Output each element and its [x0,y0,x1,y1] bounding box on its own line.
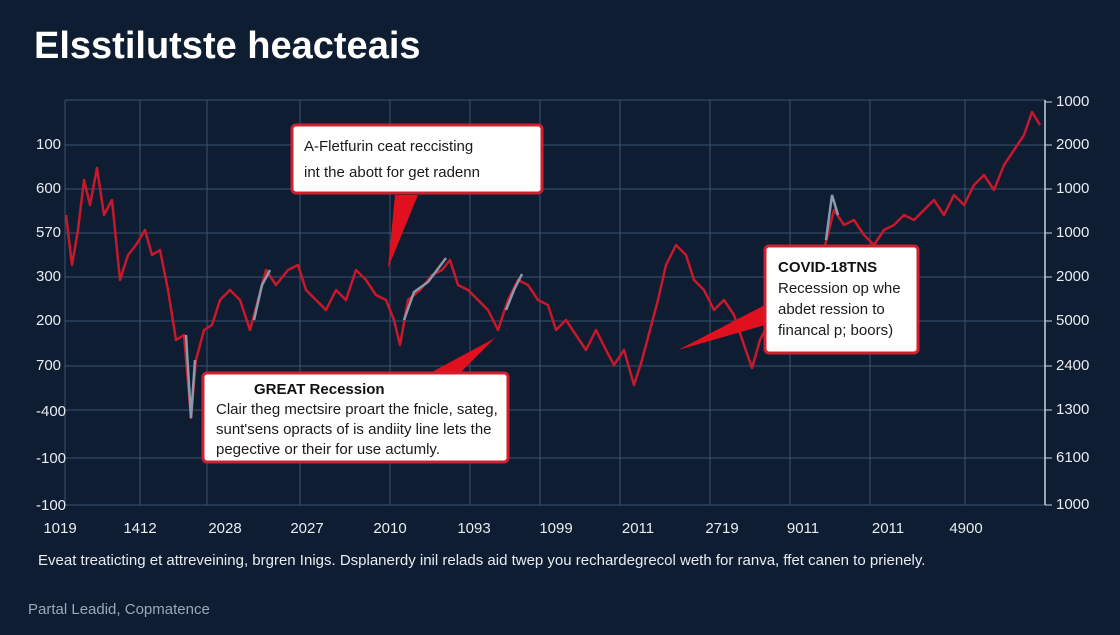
x-axis-label: 2011 [622,520,654,537]
annotation-text: financal p; boors) [778,322,893,339]
y-axis-label: 570 [36,224,61,241]
x-axis-label: 2719 [705,520,738,537]
annotation-text: Recession op whe [778,280,901,297]
grey-line [504,273,524,311]
x-axis-label: 1019 [43,520,76,537]
callout-arrow [678,305,765,350]
x-axis-label: 2010 [373,520,406,537]
y-axis-label: 100 [36,136,61,153]
grey-line [252,269,272,321]
annotation-text: sunt'sens opracts of is andiity line let… [216,421,492,438]
grey-line [402,257,447,321]
y-axis-label: 200 [36,312,61,329]
y-axis-label: -100 [36,450,66,467]
annotation-title: GREAT Recession [254,381,385,398]
y-axis-label: 2000 [1056,268,1089,285]
x-axis-label: 1412 [123,520,156,537]
annotation-box [763,244,920,355]
annotation-text: A-Fletfurin ceat reccisting [304,138,473,155]
x-axis-label: 2028 [208,520,241,537]
y-axis-label: 600 [36,180,61,197]
y-axis-label: 1000 [1056,93,1089,110]
y-axis-label: 6100 [1056,449,1089,466]
x-axis-label: 2011 [872,520,904,537]
annotation-title: COVID-18TNS [778,259,877,276]
annotation-box [290,123,544,195]
y-axis-label: -100 [36,497,66,514]
annotation-text: Clair theg mectsire proart the fnicle, s… [216,401,498,418]
annotation-text: int the abott for get radenn [304,164,480,181]
footer: Partal Leadid, Copmatence [28,601,210,618]
x-axis-label: 1093 [457,520,490,537]
y-axis-label: 1300 [1056,401,1089,418]
annotation-box [201,371,510,464]
annotation-text: abdet ression to [778,301,885,318]
grey-line [184,334,197,419]
y-axis-label: 300 [36,268,61,285]
title: Elsstilutste heacteais [34,25,421,67]
caption: Eveat treaticting et attreveining, brgre… [38,552,925,569]
callout-arrow [430,338,495,373]
grey-line [824,194,840,241]
annotation-text: pegective or their for use actumly. [216,441,440,458]
x-axis-label: 4900 [949,520,982,537]
annotations: A-Fletfurin ceat reccisting int the abott… [201,123,920,464]
x-axis-label: 2027 [290,520,323,537]
y-axis-label: 1000 [1056,224,1089,241]
y-axis-label: 1000 [1056,180,1089,197]
y-axis-label: 700 [36,357,61,374]
y-axis-label: 2000 [1056,136,1089,153]
y-axis-label: 1000 [1056,496,1089,513]
y-axis-label: -400 [36,403,66,420]
x-axis-label: 9011 [787,520,819,537]
y-axis-label: 2400 [1056,357,1089,374]
callout-arrow [388,195,418,268]
y-axis-label: 5000 [1056,312,1089,329]
x-axis-label: 1099 [539,520,572,537]
